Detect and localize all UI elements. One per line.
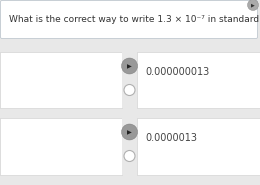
- Text: 0.000000013: 0.000000013: [145, 67, 209, 77]
- Bar: [0, 118, 122, 175]
- Text: What is the correct way to write 1.3 × 10⁻⁷ in standard notation?: What is the correct way to write 1.3 × 1…: [9, 15, 260, 24]
- Bar: [122, 52, 137, 108]
- Text: ▶: ▶: [127, 130, 132, 135]
- Bar: [137, 52, 260, 108]
- Circle shape: [124, 85, 135, 95]
- FancyBboxPatch shape: [1, 1, 257, 38]
- Circle shape: [248, 0, 258, 11]
- Circle shape: [121, 58, 138, 74]
- Circle shape: [121, 124, 138, 140]
- Circle shape: [124, 151, 135, 162]
- Text: ▶: ▶: [251, 3, 255, 8]
- Text: ▶: ▶: [127, 64, 132, 69]
- Bar: [0, 52, 122, 108]
- Bar: [137, 118, 260, 175]
- Bar: [122, 118, 137, 175]
- Text: 0.0000013: 0.0000013: [145, 133, 197, 143]
